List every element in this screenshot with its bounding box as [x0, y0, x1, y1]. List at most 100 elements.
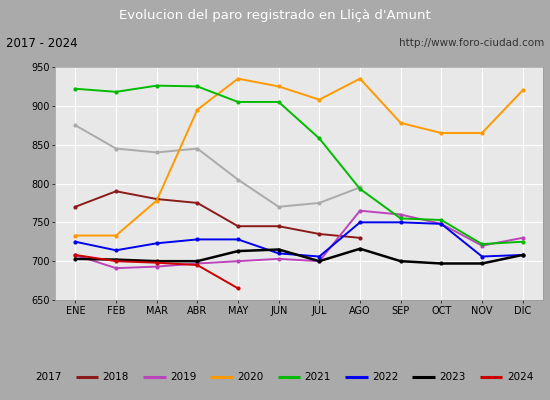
2024	[153, 260, 160, 265]
2022	[153, 241, 160, 246]
Text: 2021: 2021	[305, 372, 331, 382]
2017	[153, 150, 160, 155]
2018	[113, 189, 119, 194]
2020	[478, 131, 485, 136]
2019	[113, 266, 119, 270]
2023	[357, 246, 364, 251]
2024	[235, 286, 241, 291]
2021	[478, 242, 485, 246]
2020	[357, 76, 364, 81]
Text: 2017: 2017	[35, 372, 62, 382]
Text: 2017 - 2024: 2017 - 2024	[6, 37, 77, 50]
2023	[397, 259, 404, 264]
2019	[194, 261, 201, 266]
2022	[519, 252, 526, 257]
Text: http://www.foro-ciudad.com: http://www.foro-ciudad.com	[399, 38, 544, 48]
2023	[438, 261, 444, 266]
2018	[316, 232, 323, 236]
2023	[153, 259, 160, 264]
2024	[113, 259, 119, 264]
2018	[357, 236, 364, 240]
Line: 2019: 2019	[74, 209, 524, 270]
Text: 2018: 2018	[102, 372, 129, 382]
2019	[316, 259, 323, 264]
Text: 2023: 2023	[439, 372, 466, 382]
2021	[153, 83, 160, 88]
2017	[72, 123, 79, 128]
2022	[72, 239, 79, 244]
2019	[276, 256, 282, 261]
Text: Evolucion del paro registrado en Lliçà d'Amunt: Evolucion del paro registrado en Lliçà d…	[119, 8, 431, 22]
2023	[235, 249, 241, 254]
2020	[153, 198, 160, 203]
Line: 2023: 2023	[74, 247, 524, 265]
2021	[113, 90, 119, 94]
2023	[276, 247, 282, 252]
2021	[316, 136, 323, 141]
Text: 2024: 2024	[507, 372, 533, 382]
Text: 2022: 2022	[372, 372, 398, 382]
2022	[438, 222, 444, 226]
Text: 2019: 2019	[170, 372, 196, 382]
2022	[478, 254, 485, 259]
2023	[194, 259, 201, 264]
Line: 2022: 2022	[74, 221, 524, 258]
Line: 2017: 2017	[74, 124, 361, 208]
2017	[113, 146, 119, 151]
2020	[72, 233, 79, 238]
2021	[194, 84, 201, 89]
2018	[153, 197, 160, 202]
2022	[235, 237, 241, 242]
2023	[316, 259, 323, 264]
2021	[357, 186, 364, 191]
Line: 2021: 2021	[74, 84, 524, 246]
2020	[194, 107, 201, 112]
Line: 2018: 2018	[74, 190, 361, 239]
2021	[72, 86, 79, 91]
2023	[478, 261, 485, 266]
2022	[194, 237, 201, 242]
2021	[438, 218, 444, 222]
2017	[316, 200, 323, 205]
2018	[194, 200, 201, 205]
2019	[357, 208, 364, 213]
2022	[397, 220, 404, 225]
2020	[438, 131, 444, 136]
Text: 2020: 2020	[237, 372, 263, 382]
2019	[438, 222, 444, 226]
Line: 2020: 2020	[74, 77, 524, 237]
2022	[276, 251, 282, 256]
2022	[357, 220, 364, 225]
2023	[72, 256, 79, 261]
2018	[276, 224, 282, 229]
2017	[357, 185, 364, 190]
2019	[478, 243, 485, 248]
2020	[276, 84, 282, 89]
2017	[235, 177, 241, 182]
2017	[276, 204, 282, 209]
2021	[235, 100, 241, 104]
2024	[194, 263, 201, 268]
2020	[113, 233, 119, 238]
2024	[72, 252, 79, 257]
2017	[194, 146, 201, 151]
2020	[519, 88, 526, 93]
2020	[397, 120, 404, 125]
2018	[235, 224, 241, 229]
2019	[397, 212, 404, 217]
2021	[276, 100, 282, 104]
2019	[72, 252, 79, 257]
2019	[235, 259, 241, 264]
2018	[72, 204, 79, 209]
2021	[519, 239, 526, 244]
2020	[235, 76, 241, 81]
Line: 2024: 2024	[74, 254, 239, 290]
2019	[519, 236, 526, 240]
2019	[153, 264, 160, 269]
2023	[113, 257, 119, 262]
2020	[316, 97, 323, 102]
2023	[519, 252, 526, 257]
2022	[113, 248, 119, 253]
2021	[397, 216, 404, 221]
2022	[316, 254, 323, 259]
